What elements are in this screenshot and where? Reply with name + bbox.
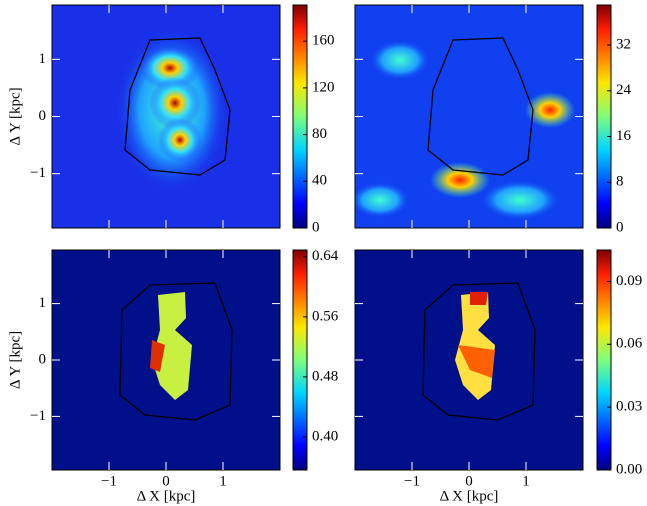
colorbar-tick-label: 0.09 [616, 273, 642, 289]
colorbar-tick-label: 16 [616, 128, 632, 144]
x-axis-label: Δ X [kpc] [440, 488, 499, 504]
colorbar [292, 4, 308, 229]
colorbar-tick-label: 120 [312, 79, 335, 95]
y-tick-label: −1 [30, 165, 46, 181]
colorbar-tick-label: 0.40 [312, 428, 338, 444]
colorbar-tick-label: 0.48 [312, 368, 338, 384]
heatmap-image [355, 5, 583, 228]
colorbar-tick-label: 80 [312, 126, 327, 142]
x-tick-label: 0 [162, 473, 170, 489]
colorbar-tick-label: 32 [616, 36, 631, 52]
x-tick-label: −1 [101, 473, 117, 489]
x-axis-label: Δ X [kpc] [137, 488, 196, 504]
x-tick-label: 1 [522, 473, 530, 489]
colorbar-tick-label: 0.64 [312, 248, 339, 264]
colorbar-tick-label: 0 [312, 219, 320, 235]
y-tick-label: −1 [30, 408, 46, 424]
colorbar-tick-label: 0.56 [312, 308, 339, 324]
colorbar [596, 249, 612, 471]
heatmap-image [52, 250, 280, 470]
colorbar-tick-label: 8 [616, 174, 624, 190]
y-axis-label: Δ Y [kpc] [7, 87, 23, 145]
colorbar-tick-label: 40 [312, 173, 327, 189]
y-tick-label: 0 [39, 108, 47, 124]
colorbar-tick-label: 160 [312, 33, 335, 49]
x-tick-label: 0 [465, 473, 473, 489]
heatmap-image [52, 5, 280, 228]
y-tick-label: 0 [39, 351, 47, 367]
y-tick-label: 1 [39, 295, 47, 311]
colorbar [292, 249, 308, 471]
colorbar-tick-label: 0.06 [616, 336, 643, 352]
colorbar-tick-label: 0.00 [616, 461, 642, 477]
x-tick-label: 1 [219, 473, 227, 489]
x-tick-label: −1 [404, 473, 420, 489]
colorbar-tick-label: 24 [616, 82, 632, 98]
y-axis-label: Δ Y [kpc] [7, 331, 23, 389]
colorbar-tick-label: 0.03 [616, 399, 642, 415]
colorbar [596, 4, 612, 229]
colorbar-tick-label: 0 [616, 219, 624, 235]
heatmap-image [355, 250, 583, 470]
y-tick-label: 1 [39, 51, 47, 67]
